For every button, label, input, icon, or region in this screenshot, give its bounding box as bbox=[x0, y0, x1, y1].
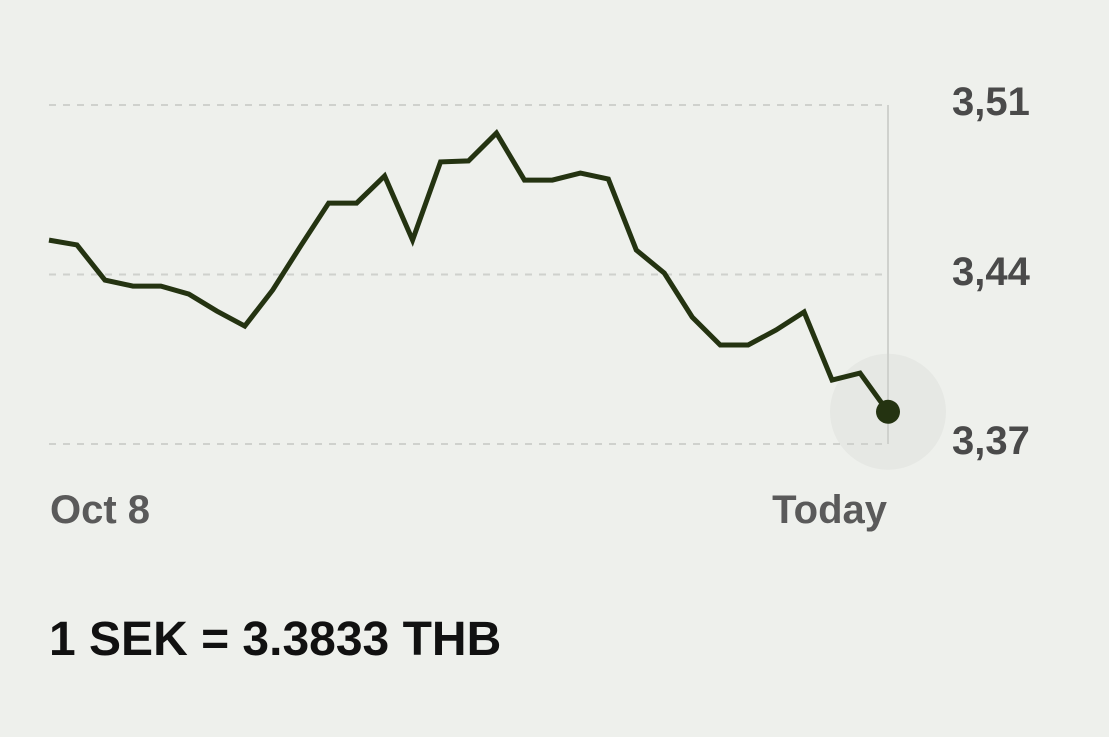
y-tick-label: 3,37 bbox=[952, 419, 1030, 463]
x-label-start: Oct 8 bbox=[50, 488, 151, 532]
series-line bbox=[48, 129, 891, 414]
y-tick-label: 3,44 bbox=[952, 250, 1030, 294]
y-tick-label: 3,51 bbox=[952, 80, 1030, 124]
x-label-end: Today bbox=[772, 488, 887, 532]
current-point bbox=[876, 399, 900, 424]
exchange-rate-text: 1 SEK = 3.3833 THB bbox=[49, 613, 502, 666]
